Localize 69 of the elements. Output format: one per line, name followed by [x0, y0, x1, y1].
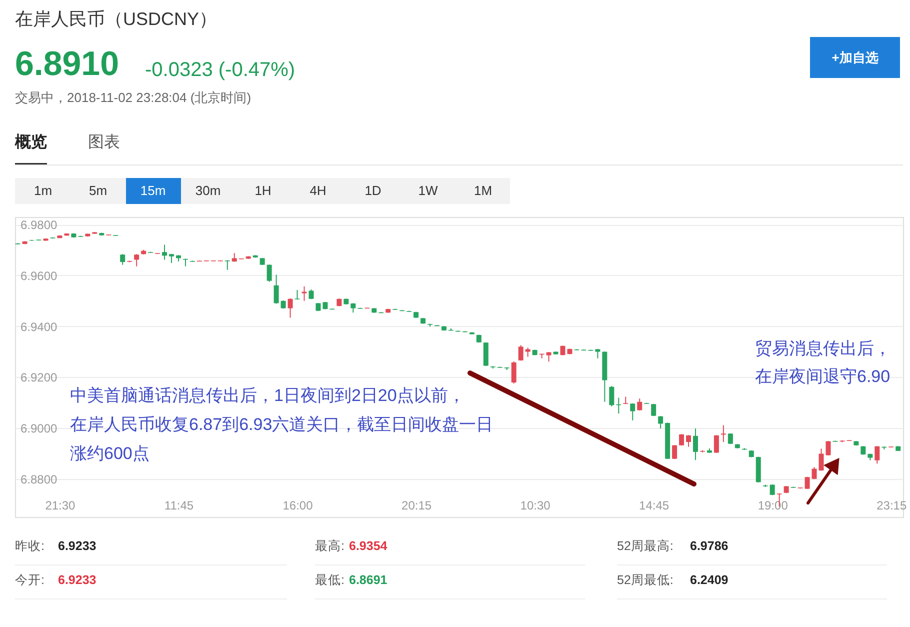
y-tick-label: 6.9800	[20, 218, 58, 232]
text: 概览	[14, 133, 47, 151]
text: 1H	[254, 183, 272, 198]
text: 1M	[474, 183, 492, 198]
text: -0.0323 (-0.47%)	[145, 59, 296, 81]
candlestick	[874, 446, 880, 464]
y-tick-label: 6.9600	[20, 268, 58, 283]
text: 交易中，2018-11-02 23:28:04 (北京时间)	[15, 90, 252, 105]
candlestick	[350, 302, 356, 314]
candlestick	[134, 254, 140, 267]
candlestick	[546, 352, 552, 362]
candlestick	[483, 342, 488, 366]
x-tick-label: 16:00	[282, 498, 314, 512]
y-tick-label: 6.9400	[20, 320, 58, 334]
candlestick	[630, 402, 636, 421]
text: 6.9786	[690, 539, 728, 553]
candlestick	[511, 360, 516, 384]
candlestick	[672, 444, 678, 460]
y-tick-label: 6.8800	[20, 472, 58, 486]
candlestick	[686, 434, 692, 448]
candlestick	[274, 274, 279, 304]
text: 6.8910	[15, 45, 119, 83]
y-tick-label: 6.9000	[20, 422, 58, 436]
text: 6.9233	[58, 573, 96, 587]
x-tick-label: 20:15	[402, 498, 432, 512]
text: 52周最低:	[617, 573, 674, 587]
text: 最低:	[315, 573, 344, 587]
annotation: 贸易消息传出后，在岸夜间退守6.90	[755, 339, 891, 386]
candlestick	[518, 344, 524, 362]
candlestick	[720, 424, 726, 442]
candlestick	[162, 244, 168, 260]
y-tick-label: 6.9200	[20, 370, 58, 385]
text: 6.2409	[690, 573, 728, 587]
text: 最高:	[315, 538, 344, 553]
text: 52周最高:	[617, 538, 674, 553]
text: 1D	[364, 183, 382, 198]
text: 6.9233	[58, 539, 96, 553]
candlestick	[637, 398, 642, 411]
candlestick	[294, 289, 300, 300]
x-tick-label: 23:15	[876, 498, 907, 512]
candlestick	[288, 298, 293, 318]
x-tick-label: 10:30	[520, 498, 551, 512]
candlestick	[302, 286, 307, 302]
text: 昨收:	[15, 539, 44, 553]
candlestick	[692, 428, 698, 461]
text: 图表	[88, 133, 120, 151]
x-tick-label: 11:45	[164, 498, 194, 512]
candlestick	[525, 347, 530, 358]
text: 5m	[88, 183, 108, 198]
candlestick	[266, 264, 272, 282]
text: 30m	[195, 183, 221, 198]
text: 6.8691	[349, 573, 388, 587]
candlestick	[609, 386, 614, 407]
x-tick-label: 21:30	[45, 498, 76, 512]
candlestick	[120, 254, 126, 266]
candlestick	[658, 416, 664, 430]
text: 1m	[34, 183, 52, 198]
text: 今开:	[15, 573, 44, 587]
text: 6.9354	[349, 539, 388, 553]
text: 4H	[310, 183, 326, 198]
text: +加自选	[832, 50, 878, 65]
text: 1W	[418, 183, 438, 198]
x-tick-label: 14:45	[639, 498, 670, 512]
candlestick	[623, 396, 628, 405]
x-tick-label: 19:00	[758, 498, 788, 512]
candlestick	[714, 434, 719, 454]
annotation: 中美首脑通话消息传出后，1日夜间到2日20点以前，在岸人民币收复6.87到6.93六道关口，截至日间收盘一日涨约600点	[70, 386, 494, 463]
chart-title: 在岸人民币（USDCNY）	[15, 9, 218, 29]
text: 15m	[140, 183, 166, 198]
